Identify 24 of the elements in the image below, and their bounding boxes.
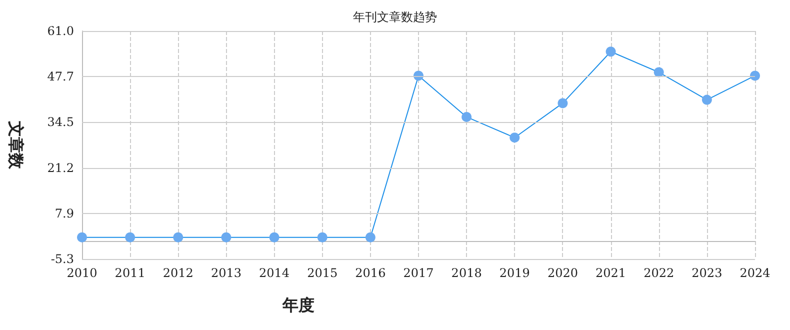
x-tick-label: 2011: [114, 266, 146, 280]
x-tick-label: 2019: [499, 266, 530, 280]
x-tick-label: 2016: [355, 266, 386, 280]
x-tick-label: 2022: [644, 266, 674, 280]
y-tick-label: 61.0: [47, 24, 74, 38]
x-axis-title: 年度: [282, 296, 314, 314]
y-tick-label: -5.3: [50, 252, 74, 266]
x-tick-label: 2014: [259, 266, 290, 280]
x-tick-label: 2017: [403, 266, 434, 280]
x-tick-label: 2010: [66, 266, 98, 280]
chart-title: 年刊文章数趋势: [353, 10, 437, 24]
x-tick-label: 2018: [451, 266, 482, 280]
x-tick-label: 2023: [692, 266, 722, 280]
y-axis-title: 文章数: [6, 120, 26, 170]
x-tick-label: 2012: [162, 266, 194, 280]
y-tick-label: 21.2: [47, 160, 74, 175]
y-tick-label: 7.9: [54, 206, 74, 221]
y-tick-label: 34.5: [47, 115, 74, 130]
x-tick-label: 2015: [307, 266, 338, 280]
y-tick-label: 47.7: [47, 70, 74, 84]
x-tick-label: 2021: [596, 266, 626, 280]
x-tick-label: 2024: [740, 266, 771, 280]
x-tick-label: 2013: [210, 266, 242, 280]
x-tick-label: 2020: [547, 266, 578, 280]
